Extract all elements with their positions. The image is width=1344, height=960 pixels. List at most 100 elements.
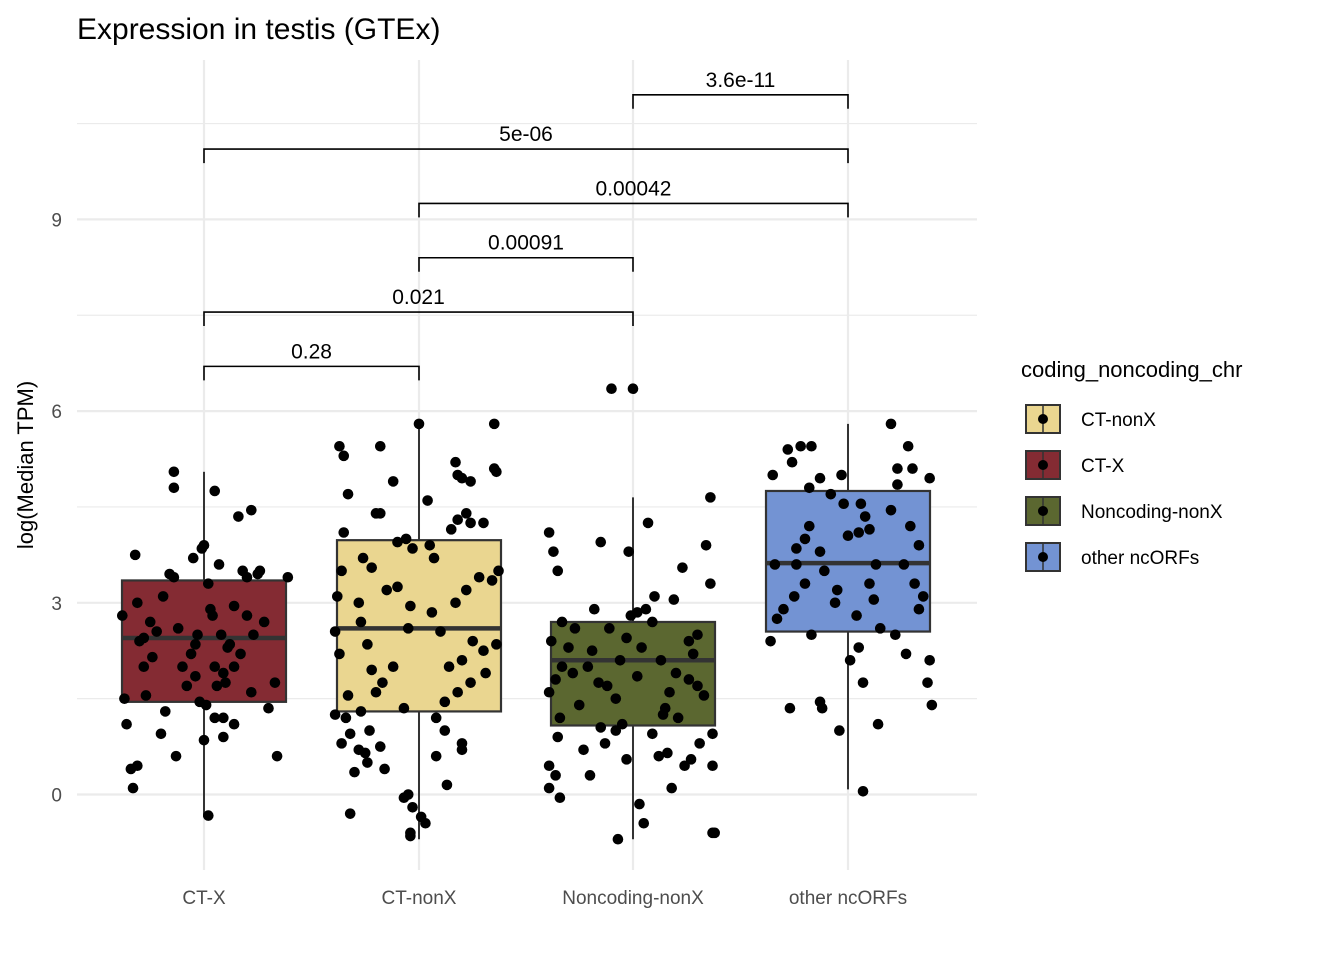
data-point xyxy=(342,488,354,500)
data-point xyxy=(181,680,193,692)
data-point xyxy=(814,546,826,557)
data-point xyxy=(478,645,489,657)
data-point xyxy=(816,702,828,714)
data-point xyxy=(209,712,221,724)
data-point xyxy=(228,661,240,672)
data-point xyxy=(784,702,796,714)
data-point xyxy=(642,517,654,529)
data-point xyxy=(829,597,841,609)
data-point xyxy=(190,670,201,682)
data-point xyxy=(138,632,150,644)
data-point xyxy=(439,696,451,708)
data-point xyxy=(767,469,779,481)
data-point xyxy=(329,626,341,637)
data-point xyxy=(344,808,356,819)
data-point xyxy=(898,559,910,570)
data-point xyxy=(218,667,229,679)
box-CT-X xyxy=(120,579,288,703)
significance-bracket xyxy=(632,93,849,109)
data-point xyxy=(853,642,865,653)
data-point xyxy=(387,476,399,487)
data-point xyxy=(381,584,393,596)
x-tick-label: CT-X xyxy=(182,888,226,909)
data-point xyxy=(556,616,568,628)
data-point xyxy=(627,383,639,395)
data-point xyxy=(569,623,581,634)
data-point xyxy=(228,718,240,730)
data-point xyxy=(450,597,461,609)
data-point xyxy=(917,591,929,602)
data-point xyxy=(205,603,216,615)
data-point xyxy=(366,664,378,676)
data-point xyxy=(435,626,446,637)
x-axis-ticks: CT-X CT-nonX Noncoding-nonX other ncORFs xyxy=(182,888,907,909)
data-point xyxy=(791,559,802,570)
data-point xyxy=(616,718,628,730)
data-point xyxy=(804,482,815,494)
legend-label: other ncORFs xyxy=(1081,548,1199,569)
data-point xyxy=(140,690,152,701)
data-point xyxy=(461,584,472,596)
data-point xyxy=(430,750,442,762)
p-value-label: 3.6e-11 xyxy=(706,69,776,92)
data-point xyxy=(456,655,468,666)
data-point xyxy=(355,706,367,717)
data-point xyxy=(634,798,645,810)
y-tick-label: 3 xyxy=(51,594,62,615)
data-point xyxy=(556,661,568,672)
y-tick-label: 6 xyxy=(51,402,62,423)
data-point xyxy=(771,613,783,625)
data-point xyxy=(640,603,652,615)
data-point xyxy=(420,817,431,829)
data-point xyxy=(614,655,626,666)
y-tick-label: 0 xyxy=(51,786,62,807)
data-point xyxy=(806,629,817,641)
data-point xyxy=(215,629,227,641)
data-point xyxy=(263,702,274,714)
data-point xyxy=(662,747,673,759)
data-point xyxy=(543,527,555,538)
data-point xyxy=(623,546,634,557)
data-point xyxy=(370,686,382,698)
data-point xyxy=(806,440,817,452)
data-point xyxy=(659,702,671,714)
data-point xyxy=(855,498,867,510)
data-point xyxy=(357,552,369,564)
data-point xyxy=(349,766,360,778)
p-value-label: 0.00091 xyxy=(488,232,564,255)
legend-label: CT-nonX xyxy=(1081,410,1156,431)
data-point xyxy=(546,635,557,647)
data-point xyxy=(885,504,897,516)
data-point xyxy=(677,562,688,573)
x-tick-label: CT-nonX xyxy=(382,888,457,909)
data-point xyxy=(241,610,253,621)
data-point xyxy=(338,450,350,462)
data-point xyxy=(543,686,555,698)
significance-bracket xyxy=(203,311,634,327)
data-point xyxy=(340,712,352,724)
data-point xyxy=(334,440,345,452)
data-point xyxy=(209,485,221,497)
p-value-label: 5e-06 xyxy=(499,123,553,146)
data-point xyxy=(170,750,182,762)
data-point xyxy=(209,661,221,672)
jitter-points xyxy=(117,383,938,845)
data-point xyxy=(480,667,491,679)
data-point xyxy=(127,782,139,794)
data-point xyxy=(765,635,776,647)
data-point xyxy=(799,578,811,589)
data-point xyxy=(700,539,712,551)
data-point xyxy=(398,792,410,803)
legend-key-point xyxy=(1038,506,1048,516)
data-point xyxy=(353,597,365,609)
data-point xyxy=(338,527,350,538)
data-point xyxy=(426,607,438,618)
data-point xyxy=(853,527,865,538)
data-point xyxy=(666,782,677,794)
data-point xyxy=(119,693,130,704)
data-point xyxy=(692,629,703,641)
data-point xyxy=(612,833,624,845)
grid-lines xyxy=(77,60,977,870)
data-point xyxy=(441,779,453,791)
data-point xyxy=(392,581,403,593)
